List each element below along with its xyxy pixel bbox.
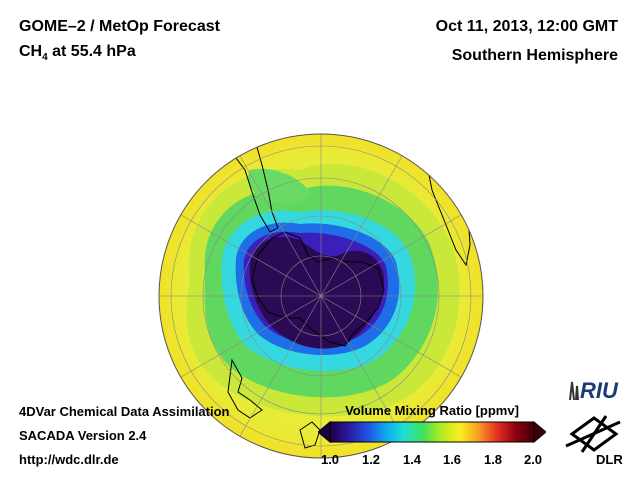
dlr-logo: DLR [565, 415, 623, 467]
colorbar-tick-0: 1.0 [320, 452, 340, 467]
pressure-level: at 55.4 hPa [47, 43, 136, 60]
colorbar [318, 420, 546, 444]
svg-text:DLR: DLR [596, 452, 623, 467]
footer-version: SACADA Version 2.4 [19, 428, 147, 443]
methane-field [159, 134, 483, 458]
colorbar-tick-3: 1.6 [442, 452, 462, 467]
map-title: GOME–2 / MetOp Forecast [19, 18, 220, 35]
footer-url[interactable]: http://wdc.dlr.de [19, 452, 119, 467]
footer-assimilation: 4DVar Chemical Data Assimilation [19, 404, 230, 419]
colorbar-tick-1: 1.2 [361, 452, 381, 467]
svg-text:RIU: RIU [580, 378, 619, 403]
colorbar-tick-2: 1.4 [402, 452, 422, 467]
species-subscript: 4 [42, 52, 48, 64]
colorbar-title: Volume Mixing Ratio [ppmv] [345, 403, 519, 418]
species-name: CH [19, 43, 43, 60]
colorbar-min-arrow [318, 420, 331, 444]
map-subtitle: CH4 at 55.4 hPa [19, 43, 136, 63]
colorbar-max-arrow [533, 420, 546, 444]
riu-logo: RIU [569, 378, 619, 403]
colorbar-tick-5: 2.0 [523, 452, 543, 467]
forecast-date: Oct 11, 2013, 12:00 GMT [435, 18, 618, 35]
colorbar-tick-4: 1.8 [483, 452, 503, 467]
colorbar-gradient [329, 421, 535, 443]
region-label: Southern Hemisphere [451, 47, 618, 64]
